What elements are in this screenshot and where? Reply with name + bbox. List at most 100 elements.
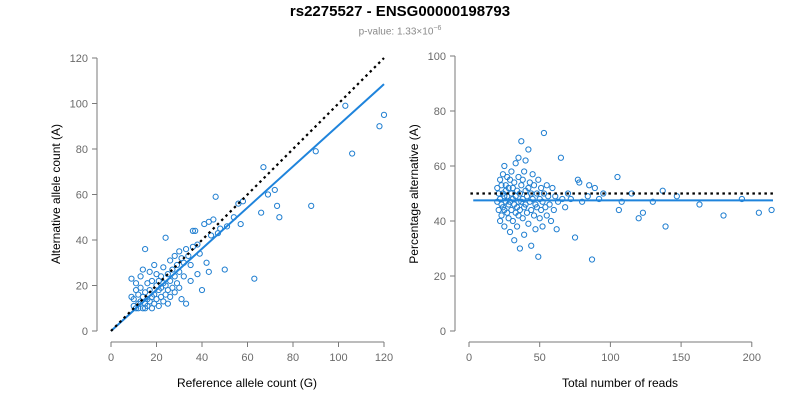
data-point [516, 245, 524, 252]
data-point [542, 204, 549, 211]
x-axis-label: Total number of reads [562, 376, 678, 390]
data-point [498, 182, 505, 189]
data-point [522, 157, 529, 164]
data-point [276, 214, 283, 221]
data-point [516, 190, 524, 197]
data-point [538, 206, 545, 214]
data-point [494, 184, 501, 192]
data-point [182, 300, 190, 307]
chart-title: rs2275527 - ENSG00000198793 [289, 3, 511, 20]
data-point [498, 212, 505, 219]
data-point [720, 212, 727, 219]
data-point [505, 184, 512, 192]
x-tick-label: 100 [329, 352, 347, 364]
data-point [176, 248, 183, 255]
data-point [251, 275, 258, 282]
x-axis: 0 20 40 60 80 100 120 Reference allele count (G… [108, 341, 393, 390]
data-point [547, 217, 555, 225]
y-tick-label: 60 [434, 161, 446, 173]
y-tick-label: 100 [70, 99, 88, 111]
data-point [137, 273, 144, 280]
data-point [187, 277, 194, 285]
data-point [543, 212, 550, 219]
data-point [557, 154, 565, 161]
data-point [768, 206, 775, 214]
data-point [539, 223, 546, 230]
data-point [146, 268, 153, 275]
panel-2: 0 50 100 150 200 Total number of reads 0 20 40 60… [407, 51, 775, 390]
data-point [187, 261, 194, 269]
data-point [173, 261, 181, 269]
data-point [639, 209, 647, 216]
data-point [132, 280, 140, 287]
data-point [579, 198, 586, 205]
data-point [178, 296, 185, 303]
data-point [511, 179, 518, 186]
data-point [549, 184, 556, 192]
data-point [518, 138, 525, 145]
data-point [526, 179, 533, 186]
data-point [273, 202, 281, 209]
data-point [515, 198, 522, 205]
data-point [180, 273, 187, 280]
data-point [130, 296, 137, 303]
data-point [167, 257, 174, 264]
data-point [536, 215, 543, 222]
data-point [497, 176, 504, 183]
data-point [535, 253, 542, 260]
x-tick-label: 50 [534, 352, 546, 364]
y-tick-label: 80 [434, 106, 446, 118]
data-point [755, 209, 762, 216]
data-point [308, 202, 315, 209]
data-point [169, 266, 176, 273]
y-axis: 0 20 40 60 80 100 120 Alternative allele count … [49, 53, 98, 338]
data-point [512, 160, 519, 167]
data-point [618, 198, 625, 205]
data-point [501, 162, 508, 170]
data-point [155, 302, 162, 310]
data-point [515, 173, 522, 181]
data-point [533, 190, 540, 197]
x-tick-label: 150 [672, 352, 690, 364]
data-point [515, 154, 522, 161]
data-point [540, 129, 548, 137]
data-point [237, 220, 244, 228]
data-point [189, 227, 196, 234]
data-point [559, 195, 566, 203]
fit-line [110, 83, 385, 332]
data-point [499, 171, 507, 178]
data-point [591, 184, 598, 192]
data-point [571, 234, 579, 241]
data-point [543, 182, 550, 189]
data-point [501, 193, 508, 200]
data-point [546, 201, 553, 208]
data-point [208, 232, 215, 239]
data-point [540, 190, 548, 197]
data-point [521, 231, 528, 238]
data-point [515, 212, 522, 219]
data-point [212, 193, 219, 200]
data-point [194, 271, 201, 278]
data-point [614, 173, 621, 181]
data-point [550, 206, 557, 214]
data-point [164, 271, 171, 278]
y-tick-label: 0 [440, 326, 446, 338]
data-point [160, 264, 167, 271]
data-point [519, 176, 526, 183]
data-point [533, 204, 540, 211]
data-point [519, 195, 526, 203]
data-point [530, 182, 538, 189]
data-point [508, 206, 515, 214]
data-point [649, 198, 656, 205]
x-axis-label: Reference allele count (G) [177, 376, 317, 390]
data-point [497, 217, 504, 225]
data-point [157, 273, 165, 280]
x-tick-label: 100 [601, 352, 619, 364]
data-point [539, 198, 546, 205]
data-point [506, 228, 514, 236]
data-point [162, 234, 169, 241]
data-point [567, 195, 574, 203]
y-tick-label: 20 [434, 271, 446, 283]
y-tick-label: 40 [434, 216, 446, 228]
data-point [738, 195, 745, 203]
